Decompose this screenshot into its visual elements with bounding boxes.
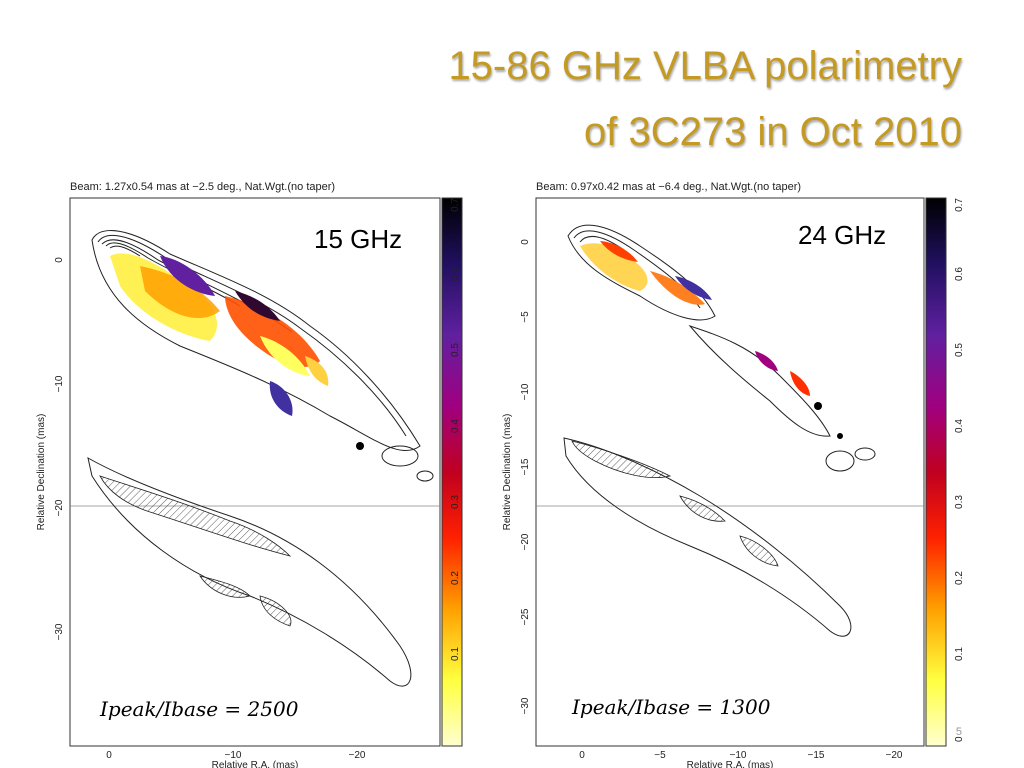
plot-frame <box>535 197 925 747</box>
colorbar-ticks: 0.7 0.6 0.5 0.4 0.3 0.2 0.1 0 <box>954 198 965 742</box>
x-tick: −20 <box>886 750 903 761</box>
colorbar-tick: 0.2 <box>450 571 461 585</box>
colorbar-tick: 0.3 <box>954 495 965 509</box>
colorbar-tick: 0.7 <box>450 198 461 212</box>
figure-panel-24ghz: Beam: 0.97x0.42 mas at −6.4 deg., Nat.Wg… <box>502 181 965 768</box>
slide-title-line1: 15-86 GHz VLBA polarimetry <box>448 44 962 88</box>
x-tick: −15 <box>808 750 825 761</box>
y-tick: −20 <box>520 533 531 550</box>
beam-label: Beam: 0.97x0.42 mas at −6.4 deg., Nat.Wg… <box>536 181 801 193</box>
figure-panel-15ghz: Beam: 1.27x0.54 mas at −2.5 deg., Nat.Wg… <box>36 181 463 768</box>
colorbar-tick: 0.2 <box>954 571 965 585</box>
y-ticks: 0 −10 −20 −30 <box>54 257 65 641</box>
page-number: 5 <box>955 726 962 738</box>
x-tick: −10 <box>225 750 242 761</box>
colorbar-tick: 0.5 <box>954 343 965 357</box>
polarization-map <box>580 241 843 439</box>
colorbar <box>441 197 463 747</box>
colorbar-tick: 0 <box>954 736 965 742</box>
x-ticks: 0 −10 −20 <box>106 750 366 761</box>
colorbar-tick: 0.4 <box>954 419 965 433</box>
y-tick: −25 <box>520 608 531 625</box>
y-tick: 0 <box>520 239 531 245</box>
colorbar-tick: 0.5 <box>450 343 461 357</box>
colorbar-ticks: 0.7 0.6 0.5 0.4 0.3 0.2 0.1 <box>450 198 461 661</box>
y-tick: −30 <box>520 697 531 714</box>
x-tick: −10 <box>730 750 747 761</box>
colorbar-tick: 0.1 <box>954 647 965 661</box>
beam-label: Beam: 1.27x0.54 mas at −2.5 deg., Nat.Wg… <box>70 181 335 193</box>
peak-ratio-label: Ipeak/Ibase = 2500 <box>99 697 299 721</box>
y-tick: 0 <box>54 257 65 263</box>
y-ticks: 0 −5 −10 −15 −20 −25 −30 <box>520 239 531 715</box>
polarization-map <box>110 253 364 450</box>
peak-ratio-label: Ipeak/Ibase = 1300 <box>571 695 771 719</box>
x-tick: 0 <box>579 750 585 761</box>
x-axis-label: Relative R.A. (mas) <box>212 760 299 768</box>
x-axis-label: Relative R.A. (mas) <box>687 760 774 768</box>
frequency-label: 15 GHz <box>314 224 402 254</box>
y-tick: −30 <box>54 623 65 640</box>
x-tick: 0 <box>106 750 112 761</box>
colorbar-tick: 0.3 <box>450 495 461 509</box>
colorbar-tick: 0.1 <box>450 647 461 661</box>
y-tick: −20 <box>54 499 65 516</box>
x-tick: −20 <box>349 750 366 761</box>
polarization-contours <box>87 457 412 687</box>
colorbar-tick: 0.4 <box>450 419 461 433</box>
y-tick: −5 <box>520 311 531 323</box>
polarization-contours <box>563 437 852 637</box>
slide-title-line2: of 3C273 in Oct 2010 <box>583 110 962 154</box>
colorbar-tick: 0.6 <box>954 267 965 281</box>
x-ticks: 0 −5 −10 −15 −20 <box>579 750 903 761</box>
colorbar-tick: 0.6 <box>450 267 461 281</box>
y-axis-label: Relative Declination (mas) <box>502 414 513 531</box>
colorbar-tick: 0.7 <box>954 198 965 212</box>
frequency-label: 24 GHz <box>798 220 886 250</box>
y-axis-label: Relative Declination (mas) <box>36 414 47 531</box>
y-tick: −10 <box>54 375 65 392</box>
x-tick: −5 <box>654 750 666 761</box>
colorbar <box>925 197 947 747</box>
y-tick: −15 <box>520 458 531 475</box>
y-tick: −10 <box>520 383 531 400</box>
